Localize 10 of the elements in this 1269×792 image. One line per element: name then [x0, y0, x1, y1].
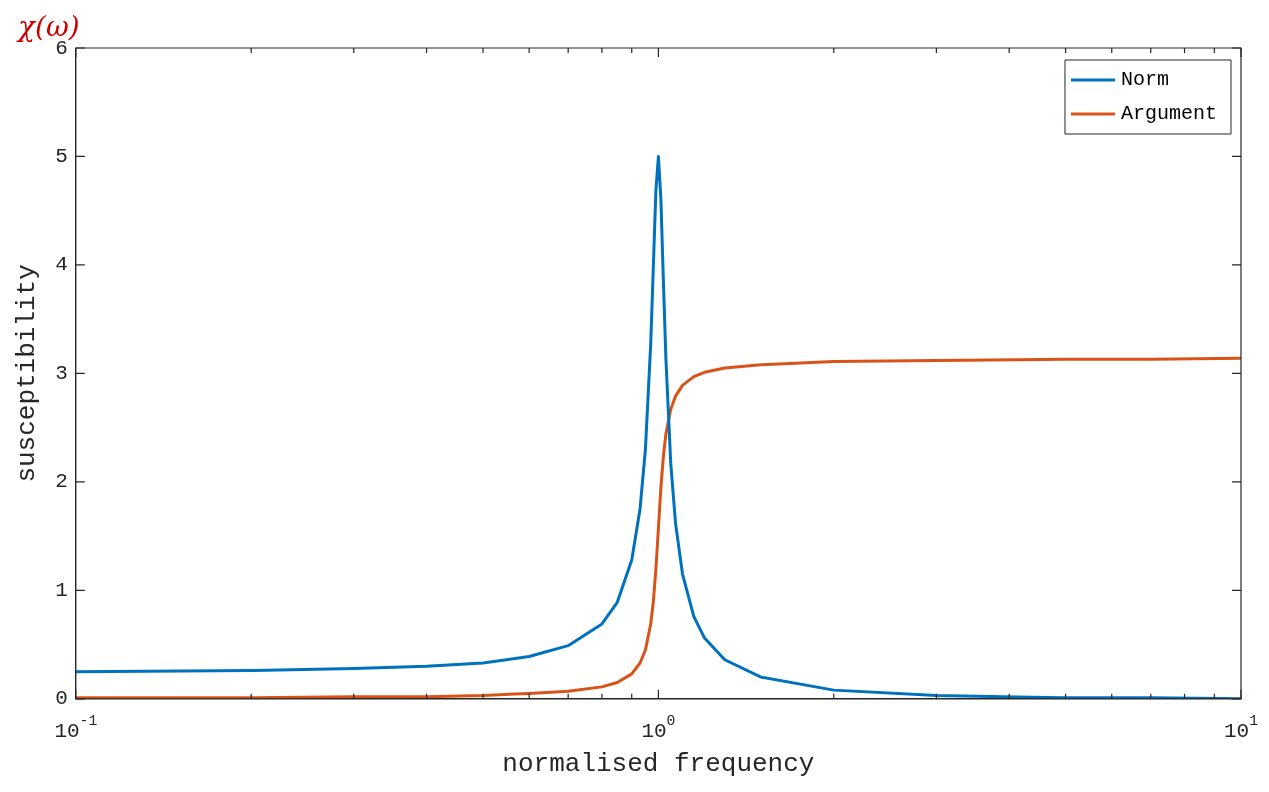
y-axis-title: susceptibility: [12, 264, 43, 483]
y-tick-label: 2: [55, 470, 68, 494]
y-tick-label: 5: [55, 145, 68, 169]
legend-label: Norm: [1120, 68, 1169, 92]
y-tick-label: 0: [55, 687, 68, 711]
y-tick-label: 3: [55, 361, 68, 385]
legend-label: Argument: [1120, 102, 1217, 126]
y-tick-label: 1: [55, 578, 68, 602]
x-axis-title: normalised frequency: [502, 749, 815, 780]
y-tick-label: 4: [55, 253, 68, 277]
